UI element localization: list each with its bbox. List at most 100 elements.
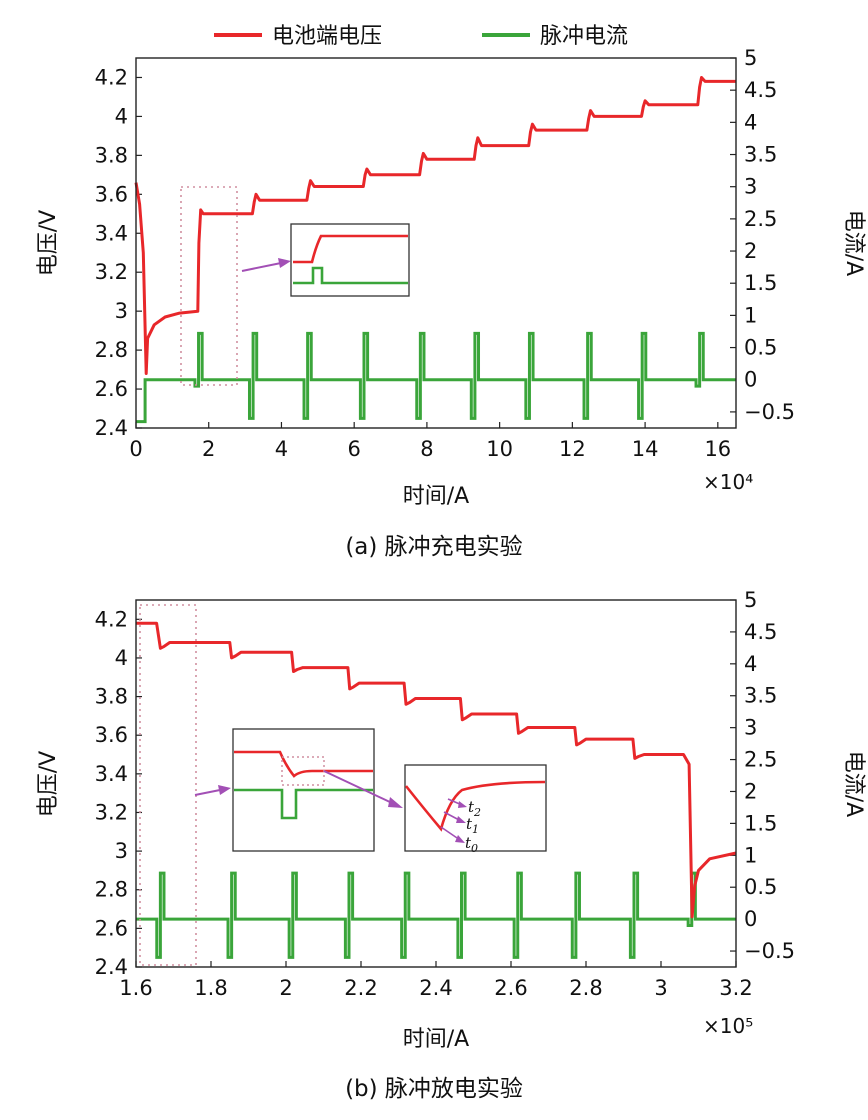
left-tick-label: 2.8 [95,878,128,902]
left-tick-label: 2.4 [95,955,128,979]
chart-a-current-series [136,331,736,424]
right-tick-label: 3 [744,175,757,199]
chart-b-xlabel: 时间/A [403,1027,469,1052]
x-tick-label: 2.8 [569,976,602,1000]
x-tick-label: 3 [654,976,667,1000]
x-tick-label: 6 [347,437,360,461]
right-tick-label: 2.5 [744,748,777,772]
chart-b-ylabel-left: 电压/V [36,751,61,817]
x-tick-label: 10 [486,437,513,461]
right-tick-label: 5 [744,46,757,70]
chart-a-inset [290,223,410,297]
chart-b-frame [135,599,737,968]
right-tick-label: 3 [744,716,757,740]
x-tick-label: 8 [420,437,433,461]
right-tick-label: 2 [744,239,757,263]
right-tick-label: 0.5 [744,336,777,360]
current-line [136,331,736,424]
chart-a-right-ticks: −0.5 0 0.5 1 1.5 2 2.5 3 3.5 4 4.5 5 [730,46,795,424]
chart-b-voltage-series [136,621,737,919]
chart-b-x-ticks: 1.6 1.8 2 2.2 2.4 2.6 2.8 3 3.2 [119,961,753,1000]
left-tick-label: 2.6 [95,377,128,401]
current-line [136,871,736,959]
x-tick-label: 2.2 [344,976,377,1000]
x-tick-label: 2.4 [419,976,452,1000]
chart-b-inset-2-t-arrows [440,798,467,843]
right-tick-label: 3.5 [744,143,777,167]
chart-a-caption: (a) 脉冲充电实验 [345,534,522,560]
chart-a-left-ticks: 2.4 2.6 2.8 3 3.2 3.4 3.6 3.8 4 4.2 [95,65,142,440]
right-tick-label: 2.5 [744,207,777,231]
left-tick-label: 3.6 [95,182,128,206]
chart-a-ylabel-left: 电压/V [36,210,61,276]
chart-a-frame [135,57,737,429]
chart-a-inset-arrow [241,258,291,272]
chart-a-inset-voltage [293,234,408,264]
chart-a-inset-current [293,266,408,285]
chart-b-left-ticks: 2.4 2.6 2.8 3 3.2 3.4 3.6 3.8 4 4.2 [95,607,142,979]
left-tick-label: 4 [115,646,128,670]
chart-b-highlight-box [139,604,197,966]
chart-a-ylabel-right: 电流/A [841,210,866,276]
right-tick-label: 1.5 [744,811,777,835]
chart-b-ylabel-right: 电流/A [841,751,866,817]
chart-b-inset-2-frame [404,764,547,852]
right-tick-label: 0.5 [744,875,777,899]
left-tick-label: 3.4 [95,762,128,786]
left-tick-label: 3.2 [95,260,128,284]
legend-voltage-label: 电池端电压 [272,24,382,49]
legend-current-label: 脉冲电流 [540,24,628,49]
left-tick-label: 3 [115,299,128,323]
chart-b-current-series [136,871,736,959]
x-tick-label: 12 [559,437,586,461]
chart-a-x-ticks: 0 2 4 6 8 10 12 14 16 [129,422,731,461]
x-tick-label: 2 [279,976,292,1000]
chart-b-inset-1-current [234,788,373,820]
chart-b-right-ticks: −0.5 0 0.5 1 1.5 2 2.5 3 3.5 4 4.5 5 [730,588,795,963]
right-tick-label: 2 [744,779,757,803]
left-tick-label: 3.2 [95,800,128,824]
x-tick-label: 14 [632,437,659,461]
right-tick-label: 1 [744,303,757,327]
x-tick-label: 1.6 [119,976,152,1000]
left-tick-label: 3 [115,839,128,863]
right-tick-label: 1 [744,843,757,867]
left-tick-label: 3.4 [95,221,128,245]
x-tick-label: 1.8 [194,976,227,1000]
chart-b-inset-1-arrow [194,785,231,796]
left-tick-label: 4 [115,104,128,128]
x-tick-label: 3.2 [719,976,752,1000]
left-tick-label: 3.8 [95,143,128,167]
left-tick-label: 3.8 [95,685,128,709]
left-tick-label: 2.4 [95,416,128,440]
left-tick-label: 2.8 [95,338,128,362]
right-tick-label: 4 [744,652,757,676]
right-tick-label: 1.5 [744,271,777,295]
x-tick-label: 4 [275,437,288,461]
chart-a-x-multiplier: ×10⁴ [703,470,753,494]
left-tick-label: 2.6 [95,916,128,940]
left-tick-label: 4.2 [95,607,128,631]
chart-a-voltage-series [134,76,736,375]
chart-b-x-multiplier: ×10⁵ [703,1014,753,1038]
right-tick-label: 0 [744,907,757,931]
left-tick-label: 4.2 [95,65,128,89]
right-tick-label: 4.5 [744,620,777,644]
right-tick-label: 4.5 [744,78,777,102]
right-tick-label: 3.5 [744,684,777,708]
chart-b-caption: (b) 脉冲放电实验 [345,1076,523,1102]
chart-a: 2.4 2.6 2.8 3 3.2 3.4 3.6 3.8 4 4.2 −0.5 0 0.5 1 1.5 2… [36,46,866,560]
right-tick-label: 5 [744,588,757,612]
x-tick-label: 16 [704,437,731,461]
chart-a-xlabel: 时间/A [403,484,469,509]
chart-b-inset-1 [232,728,375,852]
voltage-line [134,76,736,375]
voltage-line [136,621,737,919]
legend: 电池端电压 脉冲电流 [214,24,628,49]
x-tick-label: 2.6 [494,976,527,1000]
left-tick-label: 3.6 [95,723,128,747]
chart-b-inset-2-arrow [323,770,403,808]
right-tick-label: −0.5 [744,400,795,424]
right-tick-label: 0 [744,368,757,392]
